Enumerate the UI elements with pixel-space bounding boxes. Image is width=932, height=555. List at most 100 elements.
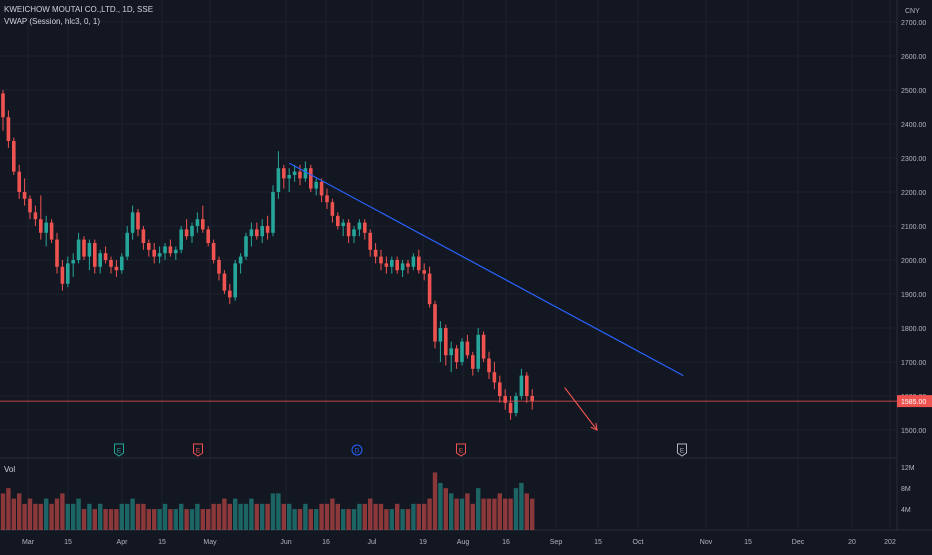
event-marker-dividend[interactable]: D	[351, 444, 363, 456]
earnings-marker-icon	[456, 443, 466, 457]
time-tick-label[interactable]: Jul	[368, 539, 377, 546]
time-tick-label[interactable]: 15	[594, 539, 602, 546]
candle-body	[233, 263, 237, 298]
volume-bar	[162, 503, 168, 530]
volume-tick-label[interactable]: 8M	[901, 486, 911, 493]
current-price-label[interactable]: 1585.00	[901, 399, 926, 406]
candle-body	[363, 222, 367, 233]
time-tick-label[interactable]: 202	[884, 539, 896, 546]
time-tick-label[interactable]: 19	[419, 539, 427, 546]
dividend-marker-icon	[351, 444, 363, 456]
time-tick-label[interactable]: 15	[744, 539, 752, 546]
candle-body	[438, 328, 443, 342]
price-tick-label[interactable]: 2600.00	[901, 54, 926, 61]
price-tick-label[interactable]: 2000.00	[901, 258, 926, 265]
candle-body	[6, 117, 11, 141]
candle-body	[303, 168, 308, 179]
drawings-layer[interactable]	[0, 162, 897, 431]
time-tick-label[interactable]: 15	[64, 539, 72, 546]
volume-bar	[297, 509, 303, 530]
candle-body	[130, 212, 135, 233]
time-tick-label[interactable]: Mar	[22, 539, 35, 546]
volume-bar	[524, 493, 529, 530]
volume-bar	[454, 498, 459, 530]
volume-bar	[416, 503, 421, 530]
price-tick-label[interactable]: 2500.00	[901, 88, 926, 95]
volume-bar	[427, 498, 432, 530]
volume-bars	[0, 472, 535, 530]
candle-body	[76, 239, 81, 260]
volume-bar	[233, 498, 238, 530]
volume-tick-label[interactable]: 12M	[901, 465, 915, 472]
time-tick-label[interactable]: Aug	[457, 539, 470, 546]
candle-body	[422, 270, 426, 274]
event-marker-earnings[interactable]: E	[114, 443, 124, 457]
event-marker-label: E	[459, 448, 464, 455]
candle-body	[12, 141, 16, 172]
time-tick-label[interactable]: Nov	[700, 539, 713, 546]
volume-bar	[6, 488, 11, 530]
volume-bar	[400, 509, 405, 530]
time-tick-label[interactable]: Sep	[550, 539, 563, 546]
price-tick-label[interactable]: 2400.00	[901, 122, 926, 129]
candle-body	[195, 219, 200, 226]
candle-body	[179, 229, 183, 250]
volume-bar	[519, 482, 524, 530]
time-tick-label[interactable]: May	[203, 539, 217, 546]
axes[interactable]: 2700.00 2600.00 2500.00 2400.00 2300.00 2200.…	[22, 8, 932, 546]
earnings-marker-icon	[114, 443, 124, 457]
price-tick-label[interactable]: 2200.00	[901, 190, 926, 197]
price-tick-label[interactable]: 2300.00	[901, 156, 926, 163]
event-marker-earnings[interactable]: E	[677, 443, 687, 457]
price-tick-label[interactable]: 1800.00	[901, 326, 926, 333]
symbol-legend[interactable]: KWEICHOW MOUTAI CO.,LTD., 1D, SSE	[4, 5, 154, 14]
volume-bar	[146, 509, 151, 530]
volume-bar	[368, 498, 373, 530]
time-tick-label[interactable]: 16	[322, 539, 330, 546]
price-tick-label[interactable]: 2100.00	[901, 224, 926, 231]
volume-bar	[492, 498, 497, 530]
candle-body	[238, 256, 243, 264]
volume-bar	[81, 509, 87, 530]
time-tick-label[interactable]: 15	[158, 539, 166, 546]
price-tick-label[interactable]: 1500.00	[901, 428, 926, 435]
candle-body	[141, 229, 146, 243]
volume-bar	[54, 498, 60, 530]
event-marker-earnings[interactable]: E	[193, 443, 203, 457]
volume-bar	[211, 503, 216, 530]
volume-bar	[459, 498, 465, 530]
candle-body	[282, 168, 286, 179]
projection-arrow[interactable]	[564, 387, 598, 431]
volume-bar	[173, 509, 178, 530]
volume-bar	[17, 493, 22, 530]
price-tick-label[interactable]: 1700.00	[901, 360, 926, 367]
trendline[interactable]	[288, 162, 684, 377]
candle-body	[373, 249, 378, 257]
candle-body	[17, 171, 21, 192]
volume-bar	[184, 509, 189, 530]
price-tick-label[interactable]: 2700.00	[901, 20, 926, 27]
currency-label[interactable]: CNY	[905, 8, 920, 15]
volume-bar	[260, 503, 265, 530]
time-tick-label[interactable]: Oct	[633, 539, 644, 546]
time-tick-label[interactable]: Dec	[792, 539, 805, 546]
candle-body	[39, 219, 43, 233]
candle-body	[411, 256, 416, 267]
time-tick-label[interactable]: 16	[502, 539, 510, 546]
volume-bar	[141, 503, 146, 530]
time-tick-label[interactable]: 20	[848, 539, 856, 546]
candle-body	[22, 192, 27, 199]
indicator-legend[interactable]: VWAP (Session, hlc3, 0, 1)	[4, 17, 101, 26]
time-tick-label[interactable]: Apr	[117, 539, 129, 546]
candle-body	[400, 263, 405, 271]
candle-body	[44, 222, 48, 233]
volume-tick-label[interactable]: 4M	[901, 507, 911, 514]
price-tick-label[interactable]: 1900.00	[901, 292, 926, 299]
candle-body	[201, 219, 205, 230]
time-tick-label[interactable]: Jun	[280, 539, 291, 546]
event-marker-earnings[interactable]: E	[456, 443, 466, 457]
volume-pane-label[interactable]: Vol	[4, 465, 16, 474]
